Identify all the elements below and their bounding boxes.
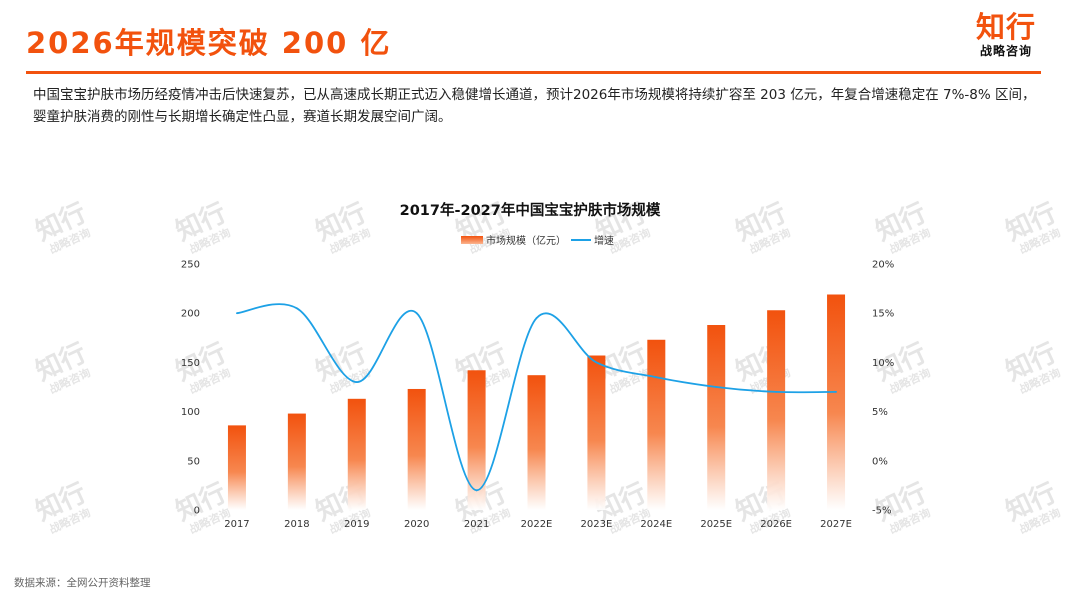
growth-point-2026E xyxy=(775,391,778,393)
left-axis-tick: 250 xyxy=(181,260,200,271)
x-axis-labels: 2017 2018 2019 2020 2021 2022E 2023E 2024E 2025E… xyxy=(224,519,852,530)
right-axis-tick: 0% xyxy=(872,456,888,467)
growth-point-2018 xyxy=(295,307,298,310)
growth-point-2020 xyxy=(415,312,418,315)
x-tick-label: 2025E xyxy=(700,519,732,530)
logo-sub-text: 战略咨询 xyxy=(979,44,1032,58)
x-tick-label: 2020 xyxy=(404,519,429,530)
x-tick-label: 2027E xyxy=(820,519,852,530)
bar-2018 xyxy=(287,413,306,510)
bar-2020 xyxy=(407,388,426,510)
bar-series xyxy=(227,294,846,510)
x-tick-label: 2021 xyxy=(464,519,489,530)
page-title: 2026年规模突破 200 亿 xyxy=(26,26,392,60)
legend-bar-swatch xyxy=(461,236,483,244)
intro-paragraph: 中国宝宝护肤市场历经疫情冲击后快速复苏，已从高速成长期正式迈入稳健增长通道，预计… xyxy=(33,87,1036,125)
chart-title: 2017年-2027年中国宝宝护肤市场规模 xyxy=(400,201,661,219)
right-axis-tick: 20% xyxy=(872,260,894,271)
left-axis-tick: 150 xyxy=(181,358,200,369)
growth-points xyxy=(236,307,837,492)
x-tick-label: 2026E xyxy=(760,519,792,530)
growth-point-2021 xyxy=(475,489,478,492)
legend-line-label: 增速 xyxy=(594,234,614,247)
growth-point-2024E xyxy=(655,376,658,379)
growth-point-2025E xyxy=(715,386,718,388)
right-axis-tick: 10% xyxy=(872,358,894,369)
bar-2021 xyxy=(467,370,486,510)
x-tick-label: 2019 xyxy=(344,519,369,530)
right-axis-tick: -5% xyxy=(872,506,891,517)
bar-2024E xyxy=(647,339,666,510)
left-axis-tick: 50 xyxy=(187,456,200,467)
growth-point-2027E xyxy=(835,391,837,393)
bar-2019 xyxy=(347,398,366,510)
right-axis-tick: 15% xyxy=(872,309,894,320)
x-tick-label: 2024E xyxy=(640,519,672,530)
x-tick-label: 2023E xyxy=(581,519,613,530)
growth-point-2023E xyxy=(595,361,598,364)
left-axis: 0 50 100 150 200 250 xyxy=(181,260,200,517)
brand-logo: 知行 战略咨询 xyxy=(971,10,1041,58)
right-axis-tick: 5% xyxy=(872,407,888,418)
chart-legend: 市场规模（亿元） 增速 xyxy=(461,234,614,247)
x-tick-label: 2018 xyxy=(284,519,309,530)
right-axis: -5% 0% 5% 10% 15% 20% xyxy=(872,260,894,517)
left-axis-tick: 200 xyxy=(181,309,200,320)
bar-2023E xyxy=(587,355,606,510)
logo-main-text: 知行 xyxy=(975,10,1036,44)
growth-point-2022E xyxy=(535,317,538,320)
x-tick-label: 2022E xyxy=(521,519,553,530)
data-source-note: 数据来源：全网公开资料整理 xyxy=(14,577,151,589)
growth-point-2017 xyxy=(236,312,238,315)
title-divider xyxy=(26,71,1041,74)
bar-2026E xyxy=(767,310,786,510)
legend-bar-label: 市场规模（亿元） xyxy=(486,234,566,247)
left-axis-tick: 100 xyxy=(181,407,200,418)
bar-2025E xyxy=(707,325,726,510)
bar-2022E xyxy=(527,375,546,510)
bar-2027E xyxy=(827,294,846,510)
growth-point-2019 xyxy=(355,381,358,383)
bar-2017 xyxy=(227,425,246,510)
left-axis-tick: 0 xyxy=(194,506,200,517)
x-tick-label: 2017 xyxy=(224,519,249,530)
